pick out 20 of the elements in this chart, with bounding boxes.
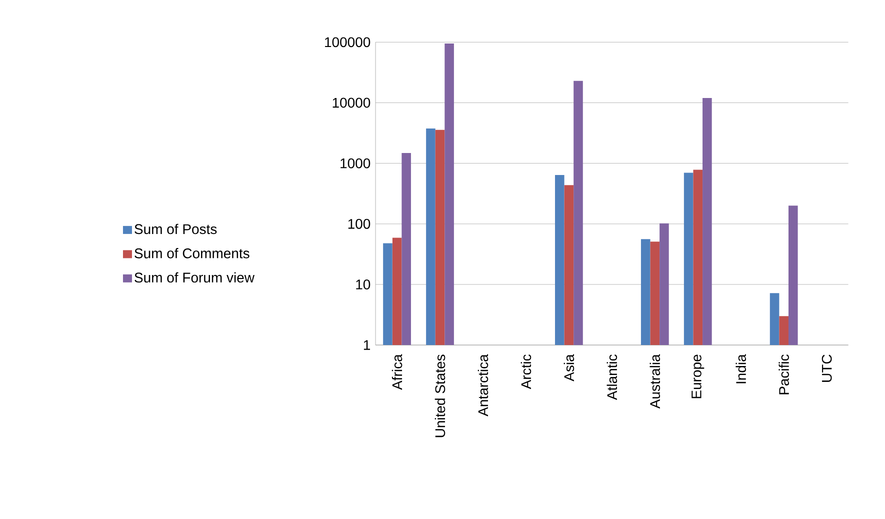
y-tick-label: 100000 [325, 37, 370, 48]
x-tick-label: Pacific [778, 354, 789, 394]
y-tick-label: 1 [364, 340, 370, 350]
x-tick-label: UTC [822, 354, 832, 382]
x-tick-label: Africa [392, 354, 402, 390]
x-tick-label: Australia [650, 354, 660, 408]
x-tick-label: Europe [692, 354, 704, 398]
y-tick-label: 10 [356, 279, 370, 290]
x-tick-label: Atlantic [606, 354, 618, 400]
legend-label: Sum of Posts [134, 224, 217, 234]
x-tick-label: Asia [564, 354, 574, 382]
y-tick-label: 10000 [332, 98, 370, 108]
x-tick-label: Arctic [520, 354, 532, 390]
y-tick-label: 1000 [340, 158, 370, 168]
x-tick-label: India [736, 354, 746, 384]
x-tick-label: United States [434, 354, 446, 438]
y-tick-label: 100 [348, 218, 370, 229]
legend-label: Sum of Forum view [134, 272, 255, 282]
x-tick-label: Antarctica [478, 354, 488, 416]
legend-label: Sum of Comments [134, 248, 250, 258]
